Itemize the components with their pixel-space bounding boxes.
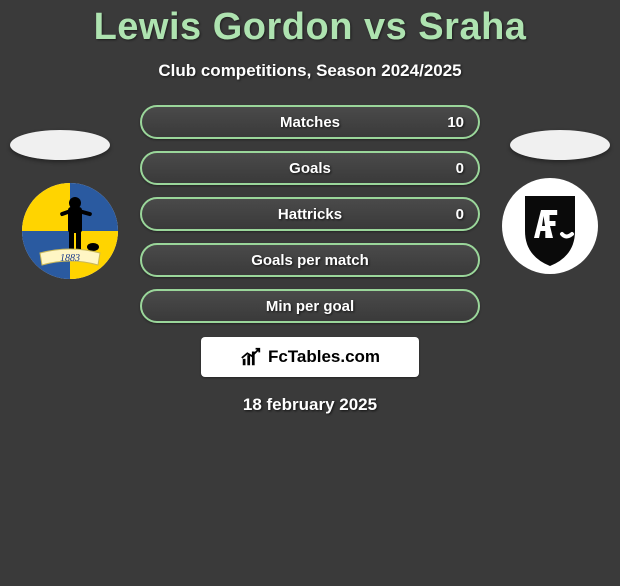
source-badge-text: FcTables.com: [268, 347, 380, 367]
stat-row: Min per goal: [140, 289, 480, 323]
stat-row: Goals per match: [140, 243, 480, 277]
stat-label: Hattricks: [278, 206, 342, 223]
club-badge-left: 1883: [20, 181, 120, 281]
source-badge: FcTables.com: [201, 337, 419, 377]
stat-label: Min per goal: [266, 298, 354, 315]
stat-label: Matches: [280, 114, 340, 131]
stat-row: Matches 10: [140, 105, 480, 139]
page-title: Lewis Gordon vs Sraha: [0, 6, 620, 49]
club-badge-right: [500, 176, 600, 276]
stat-label: Goals per match: [251, 252, 369, 269]
stat-right-value: 0: [456, 160, 464, 177]
stat-right-value: 10: [447, 114, 464, 131]
nation-ellipse-left: [10, 130, 110, 160]
nation-ellipse-right: [510, 130, 610, 160]
chart-icon: [240, 346, 262, 368]
stat-row: Goals 0: [140, 151, 480, 185]
stat-label: Goals: [289, 160, 331, 177]
left-club-year: 1883: [60, 253, 80, 264]
date-text: 18 february 2025: [0, 395, 620, 415]
subtitle: Club competitions, Season 2024/2025: [0, 61, 620, 81]
stat-row: Hattricks 0: [140, 197, 480, 231]
stat-right-value: 0: [456, 206, 464, 223]
